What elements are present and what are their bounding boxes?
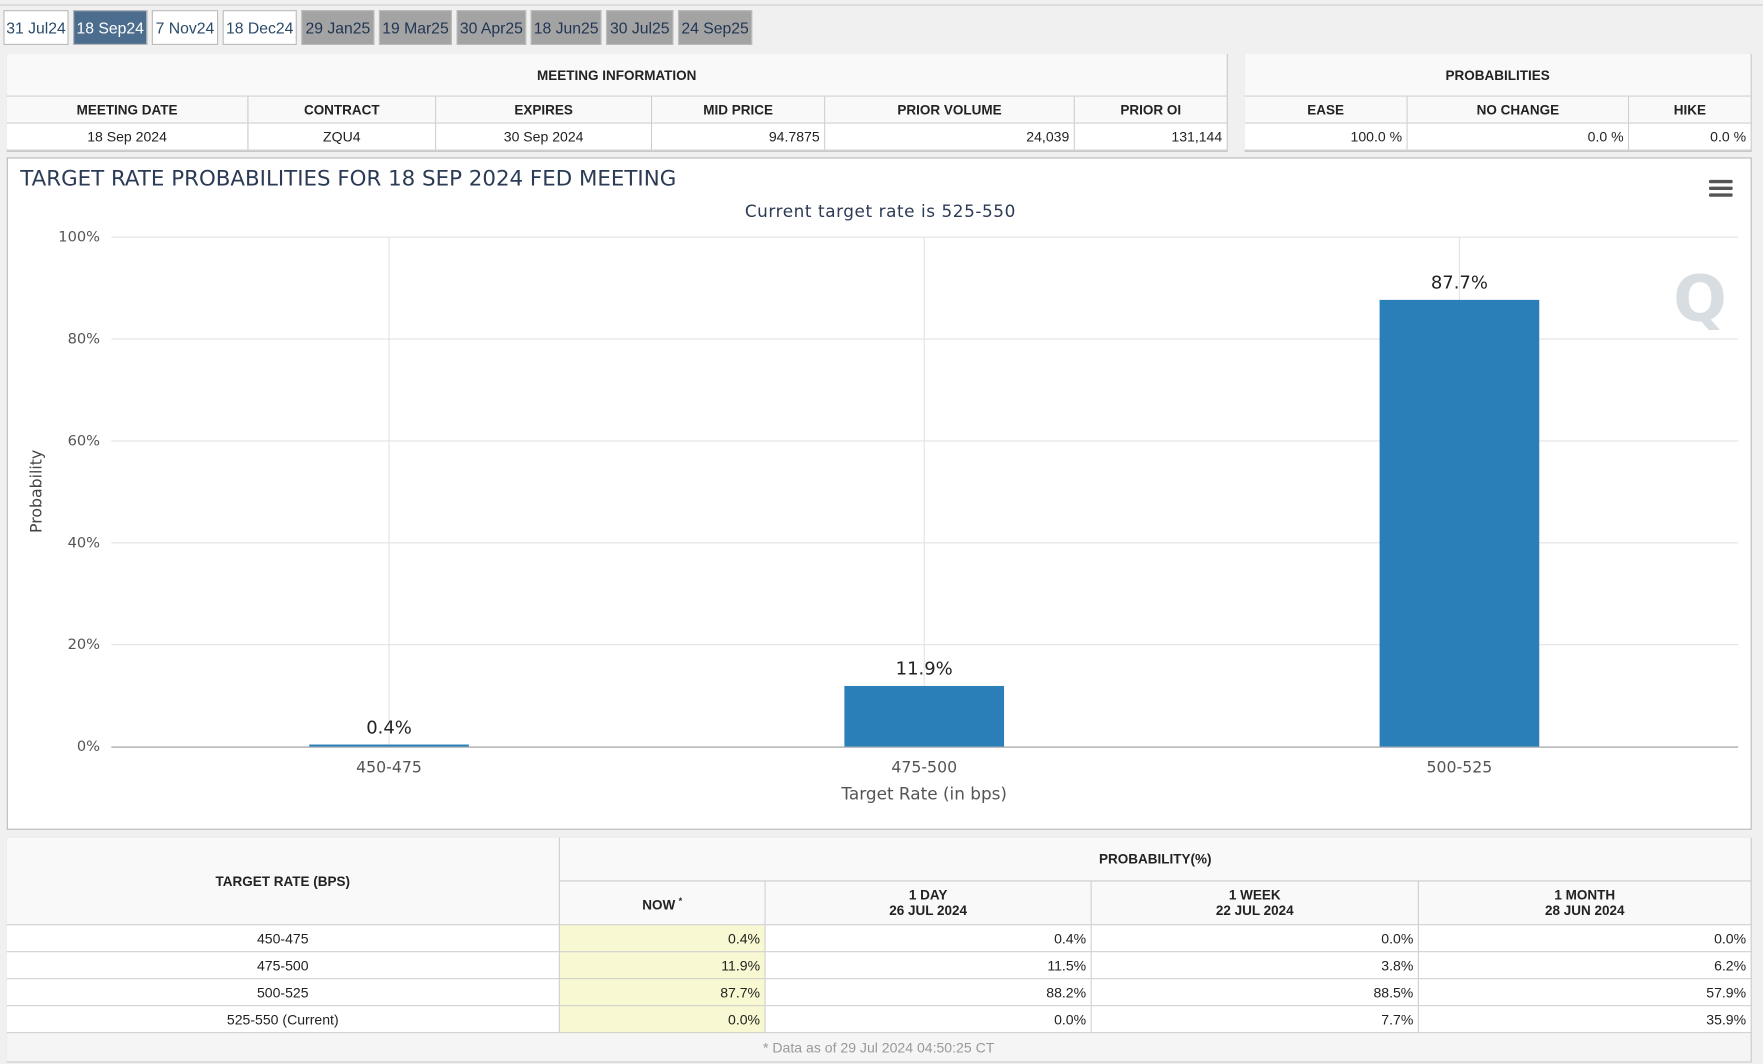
meeting-tab[interactable]: 18 Dec24 bbox=[222, 10, 297, 45]
chart-subtitle: Current target rate is 525-550 bbox=[745, 201, 1016, 221]
table-cell: 0.0 % bbox=[1629, 123, 1752, 151]
x-tick-label: 500-525 bbox=[1427, 757, 1493, 776]
meeting-tab[interactable]: 18 Jun25 bbox=[530, 10, 602, 45]
column-header: EASE bbox=[1244, 96, 1408, 124]
meeting-tab[interactable]: 19 Mar25 bbox=[378, 10, 452, 45]
x-axis-label: Target Rate (in bps) bbox=[840, 783, 1007, 803]
data-label: 0.4% bbox=[366, 717, 412, 738]
header-date: 26 JUL 2024 bbox=[889, 902, 968, 919]
table-cell: 94.7875 bbox=[652, 123, 826, 151]
watermark: Q bbox=[1673, 262, 1727, 335]
y-axis-label: Probability bbox=[27, 450, 46, 533]
meeting-tab[interactable]: 29 Jan25 bbox=[301, 10, 375, 45]
y-tick-label: 60% bbox=[68, 432, 101, 449]
bar bbox=[1379, 299, 1540, 747]
table-cell: 18 Sep 2024 bbox=[6, 123, 249, 151]
column-header: 1 WEEK 22 JUL 2024 bbox=[1091, 881, 1419, 926]
table-cell: 88.2% bbox=[765, 979, 1092, 1007]
column-header: NOW * bbox=[559, 881, 766, 926]
bar bbox=[844, 685, 1005, 747]
y-tick-label: 80% bbox=[68, 331, 101, 348]
table-cell: ZQU4 bbox=[248, 123, 437, 151]
table-cell: 0.0% bbox=[1091, 925, 1419, 953]
table-cell: 525-550 (Current) bbox=[6, 1006, 560, 1034]
header-line: NOW * bbox=[642, 893, 683, 913]
column-header: MEETING DATE bbox=[6, 96, 249, 124]
table-cell: 0.4% bbox=[559, 925, 766, 953]
column-header: 1 DAY 26 JUL 2024 bbox=[765, 881, 1092, 926]
menu-button[interactable] bbox=[1709, 179, 1733, 197]
table-cell: 30 Sep 2024 bbox=[436, 123, 653, 151]
table-cell: 0.0% bbox=[765, 1006, 1092, 1034]
table-cell: 0.0 % bbox=[1407, 123, 1630, 151]
table-title: PROBABILITIES bbox=[1244, 53, 1752, 97]
header-date: 22 JUL 2024 bbox=[1215, 902, 1294, 919]
table-cell: 3.8% bbox=[1091, 952, 1419, 980]
table-cell: 11.5% bbox=[765, 952, 1092, 980]
header-line: 1 DAY bbox=[909, 887, 948, 903]
meeting-tab[interactable]: 18 Sep24 bbox=[73, 10, 148, 45]
table-cell: 7.7% bbox=[1091, 1006, 1419, 1034]
y-tick-label: 0% bbox=[77, 738, 100, 755]
meeting-tab[interactable]: 24 Sep25 bbox=[677, 10, 753, 45]
table-cell: 100.0 % bbox=[1244, 123, 1408, 151]
header-label: 1 WEEK bbox=[1228, 887, 1281, 903]
table-title: MEETING INFORMATION bbox=[6, 53, 1228, 97]
column-header: PRIOR VOLUME bbox=[825, 96, 1075, 124]
bar bbox=[309, 744, 469, 747]
tab-bar-line bbox=[0, 4, 1763, 6]
meeting-tab[interactable]: 31 Jul24 bbox=[3, 10, 69, 45]
header-note: * bbox=[678, 895, 683, 906]
header-line: 1 MONTH bbox=[1554, 887, 1615, 903]
x-tick-label: 450-475 bbox=[356, 757, 422, 776]
table-cell: 24,039 bbox=[825, 123, 1075, 151]
column-header: TARGET RATE (BPS) bbox=[6, 837, 560, 926]
table-cell: 475-500 bbox=[6, 952, 560, 980]
table-cell: 0.4% bbox=[765, 925, 1092, 953]
table-cell: 87.7% bbox=[559, 979, 766, 1007]
y-tick-label: 20% bbox=[68, 636, 101, 653]
table-cell: 131,144 bbox=[1074, 123, 1228, 151]
x-tick-label: 475-500 bbox=[891, 757, 957, 776]
table-cell: 35.9% bbox=[1418, 1006, 1752, 1034]
table-cell: 500-525 bbox=[6, 979, 560, 1007]
column-header: NO CHANGE bbox=[1407, 96, 1630, 124]
table-cell: 0.0% bbox=[1418, 925, 1752, 953]
y-tick-label: 40% bbox=[68, 534, 101, 551]
header-label: NOW bbox=[642, 896, 676, 913]
header-label: 1 MONTH bbox=[1554, 887, 1616, 903]
meeting-tab[interactable]: 30 Jul25 bbox=[606, 10, 674, 45]
header-line: 1 WEEK bbox=[1229, 887, 1281, 903]
y-tick-label: 100% bbox=[58, 229, 100, 246]
data-label: 87.7% bbox=[1431, 273, 1488, 294]
table-cell: 0.0% bbox=[559, 1006, 766, 1034]
header-date: 28 JUN 2024 bbox=[1545, 902, 1625, 919]
meeting-tab[interactable]: 7 Nov24 bbox=[151, 10, 219, 45]
data-label: 11.9% bbox=[896, 659, 953, 680]
column-header: 1 MONTH 28 JUN 2024 bbox=[1418, 881, 1752, 926]
header-label: 1 DAY bbox=[908, 887, 948, 903]
table-cell: 11.9% bbox=[559, 952, 766, 980]
column-header: MID PRICE bbox=[652, 96, 826, 124]
table-cell: 57.9% bbox=[1418, 979, 1752, 1007]
chart-title: TARGET RATE PROBABILITIES FOR 18 SEP 202… bbox=[19, 167, 676, 192]
column-header: CONTRACT bbox=[248, 96, 437, 124]
table-cell: 6.2% bbox=[1418, 952, 1752, 980]
group-header: PROBABILITY(%) bbox=[559, 837, 1752, 882]
table-cell: 450-475 bbox=[6, 925, 560, 953]
column-header: PRIOR OI bbox=[1074, 96, 1228, 124]
column-header: EXPIRES bbox=[436, 96, 653, 124]
footnote: * Data as of 29 Jul 2024 04:50:25 CT bbox=[6, 1033, 1752, 1063]
column-header: HIKE bbox=[1629, 96, 1752, 124]
meeting-tab[interactable]: 30 Apr25 bbox=[456, 10, 527, 45]
table-cell: 88.5% bbox=[1091, 979, 1419, 1007]
